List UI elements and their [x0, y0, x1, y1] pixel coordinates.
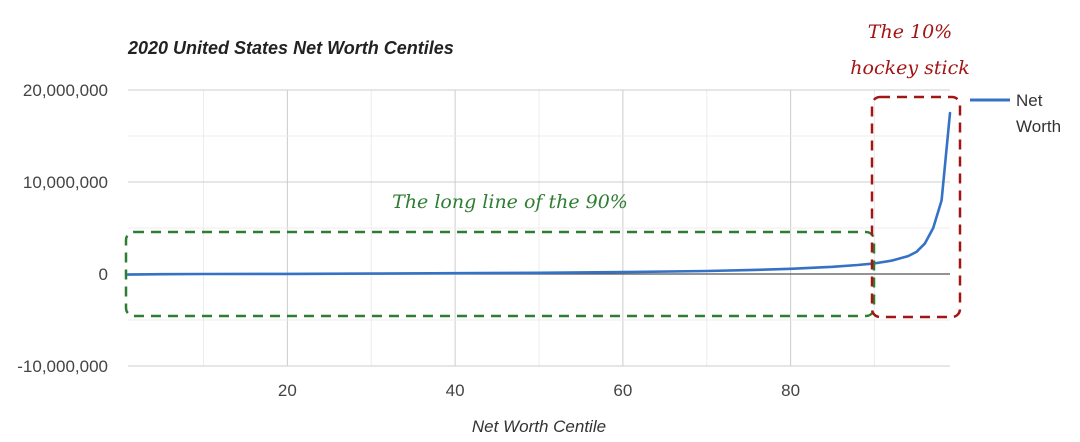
series-layer [126, 111, 952, 276]
legend-label-line: Net [1016, 91, 1043, 110]
annotation-box-10-percent [870, 95, 962, 319]
series-line-net-worth [126, 111, 952, 276]
y-axis-tick-labels: 20,000,000 10,000,000 0 -10,000,000 [17, 81, 108, 376]
annotation-10-percent: The 10% hockey stick [850, 21, 970, 319]
x-axis-tick-labels: 20 40 60 80 [278, 381, 800, 400]
x-axis-label: Net Worth Centile [472, 417, 606, 436]
x-tick-label: 20 [278, 381, 297, 400]
y-tick-label: -10,000,000 [17, 357, 108, 376]
legend-label-line: Worth [1016, 117, 1061, 136]
annotation-box-90-percent [124, 230, 876, 318]
legend-label-net-worth: Net Worth [1016, 91, 1061, 136]
annotation-text-90-percent: The long line of the 90% [392, 191, 628, 213]
grid-lines [128, 89, 950, 367]
chart-title: 2020 United States Net Worth Centiles [127, 38, 454, 58]
annotation-text-10-percent-line1: The 10% [868, 21, 952, 43]
y-tick-label: 20,000,000 [23, 81, 108, 100]
annotation-90-percent: The long line of the 90% [124, 191, 876, 318]
y-tick-label: 0 [99, 265, 108, 284]
x-tick-label: 40 [446, 381, 465, 400]
x-tick-label: 60 [613, 381, 632, 400]
y-tick-label: 10,000,000 [23, 173, 108, 192]
x-tick-label: 80 [781, 381, 800, 400]
legend: Net Worth [970, 91, 1061, 136]
annotation-text-10-percent-line2: hockey stick [850, 57, 969, 79]
